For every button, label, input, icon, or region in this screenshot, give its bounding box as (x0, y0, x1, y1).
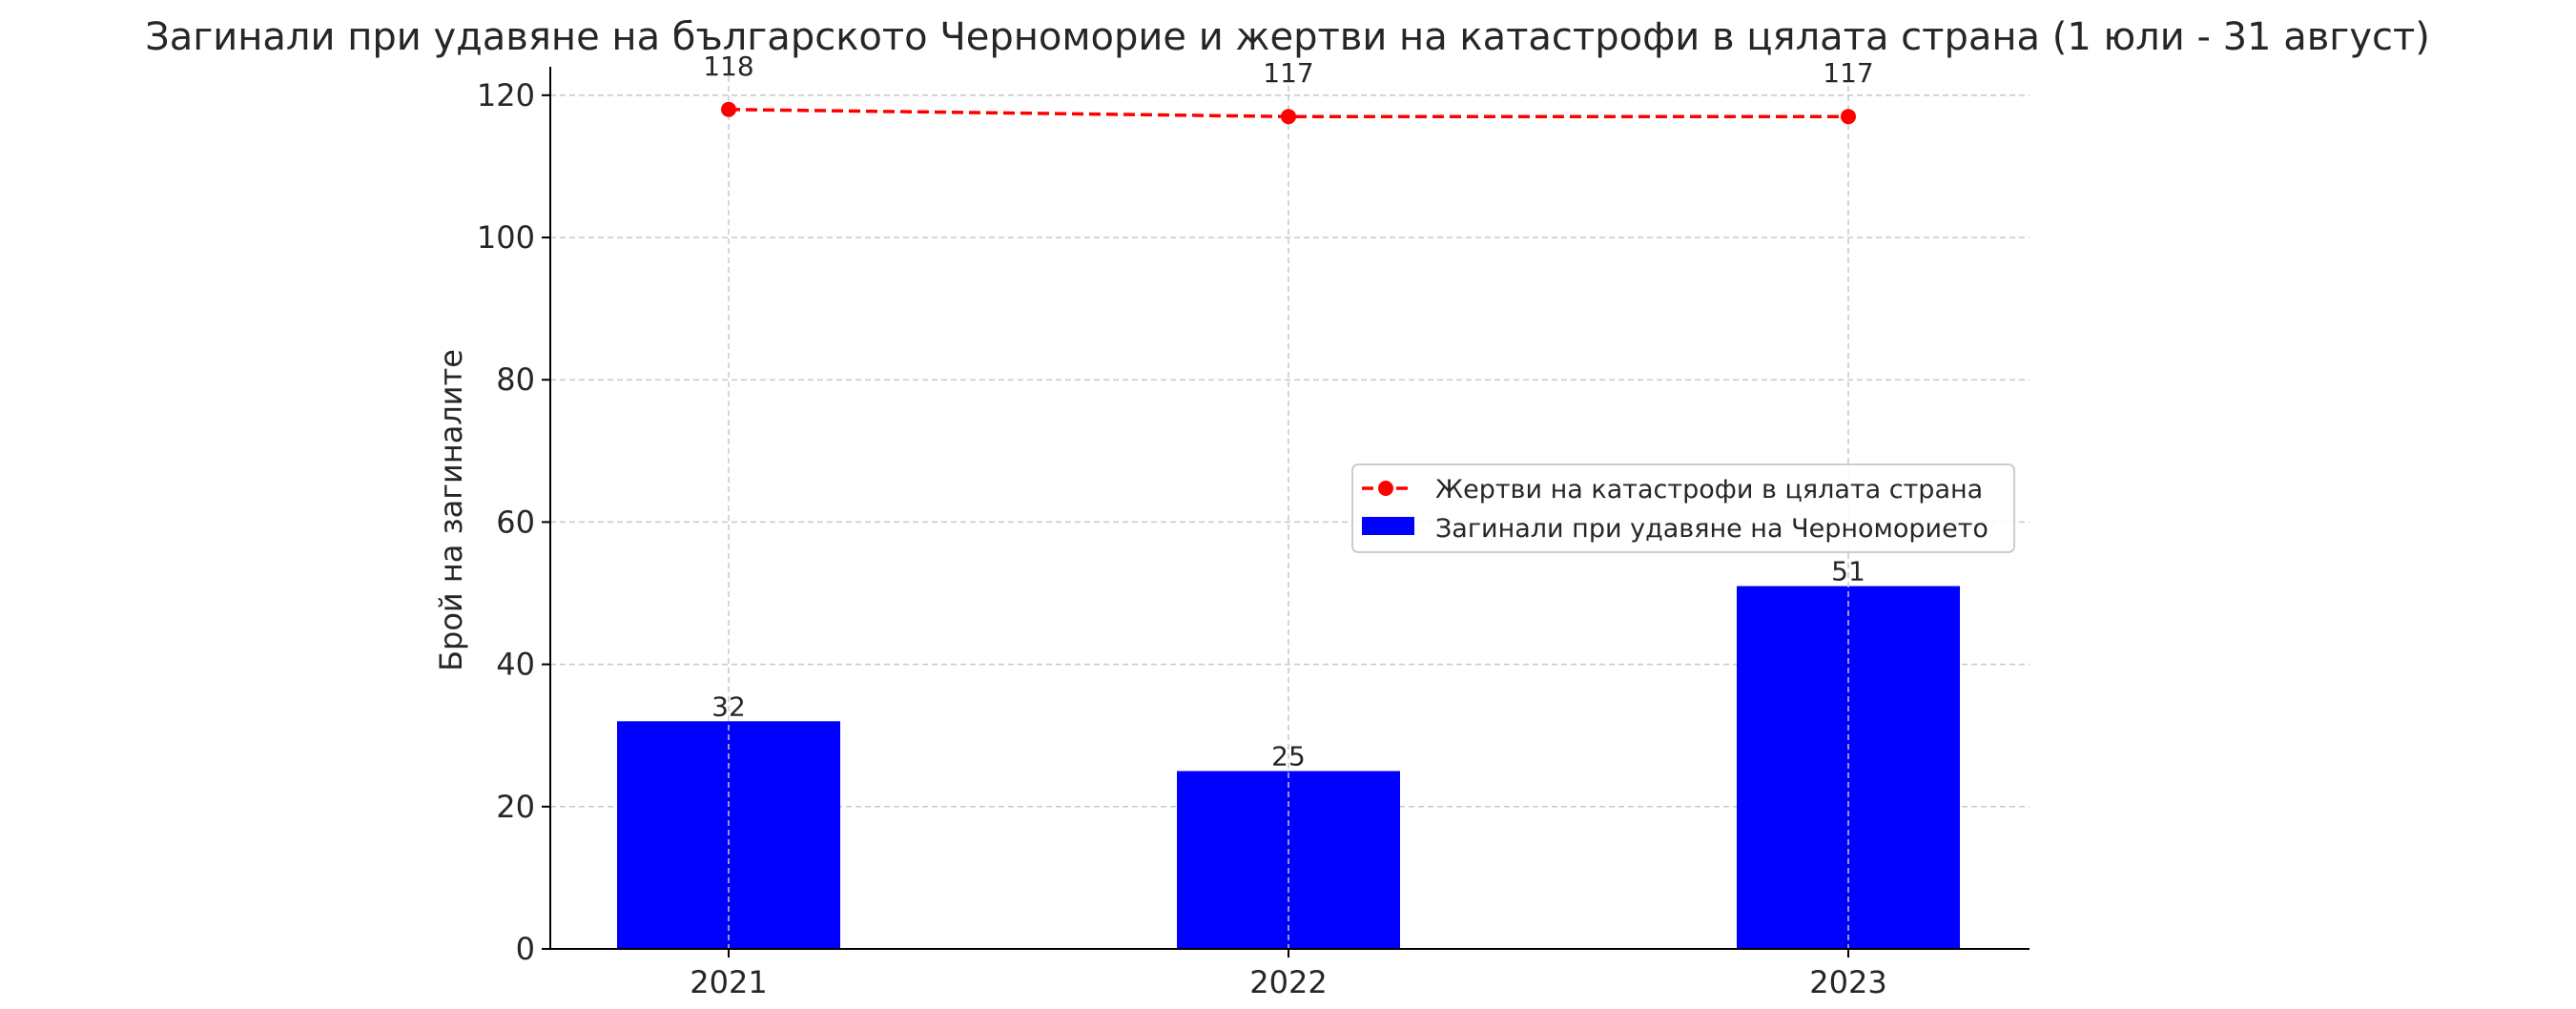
y-axis-label: Брой на загиналите (433, 349, 469, 671)
line-value-label: 118 (703, 51, 753, 82)
legend-line-marker (1378, 481, 1393, 496)
legend: Жертви на катастрофи в цялата страна Заг… (1351, 463, 2015, 553)
line-point (1841, 109, 1856, 125)
data-labels-layer: 32 25 51 118 117 117 (703, 51, 1873, 772)
x-tick-label: 2023 (1809, 964, 1886, 1000)
legend-bar-swatch (1362, 517, 1414, 535)
y-tick-label: 100 (477, 219, 535, 256)
bar-value-label: 51 (1831, 556, 1865, 587)
y-tick-label: 40 (496, 647, 535, 683)
y-tick-label: 120 (477, 77, 535, 113)
x-tick-label: 2022 (1249, 964, 1327, 1000)
legend-bar-label: Загинали при удавяне на Черноморието (1435, 514, 1989, 544)
y-tick-label: 80 (496, 361, 535, 398)
line-layer (721, 101, 1856, 125)
y-tick-label: 20 (496, 789, 535, 825)
chart-title: Загинали при удавяне на българското Черн… (145, 15, 2430, 59)
line-value-label: 117 (1823, 57, 1873, 89)
legend-box (1351, 463, 2015, 553)
y-tick-label: 60 (496, 504, 535, 540)
legend-line-label: Жертви на катастрофи в цялата страна (1435, 475, 1983, 504)
bar-value-label: 32 (711, 690, 746, 722)
axes-layer: 0 20 40 60 80 100 120 2021 2022 2023 (477, 67, 2030, 1000)
x-tick-label: 2021 (690, 964, 767, 1000)
bar-value-label: 25 (1271, 741, 1306, 772)
line-point (1281, 109, 1296, 125)
y-tick-label: 0 (516, 931, 535, 967)
line-point (721, 101, 736, 117)
line-value-label: 117 (1263, 57, 1313, 89)
